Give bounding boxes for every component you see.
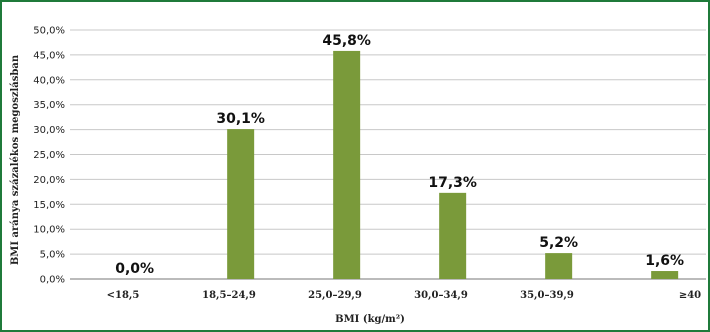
y-tick-label: 25,0%	[33, 150, 65, 161]
y-axis-title: BMI aránya százalékos megoszlásban	[10, 54, 21, 265]
data-label: 0,0%	[115, 261, 154, 277]
y-tick-label: 5,0%	[40, 250, 65, 261]
x-axis-ticks: <18,5 18,5–24,9 25,0–29,9 30,0–34,9 35,0–39,…	[107, 290, 702, 301]
x-tick-label: 25,0–29,9	[308, 290, 362, 301]
gridlines	[70, 29, 706, 280]
data-label: 45,8%	[322, 33, 371, 49]
y-axis-ticks: 0,0% 5,0% 10,0% 15,0% 20,0% 25,0% 30,0% 35,0% 40…	[33, 26, 65, 286]
bar	[227, 129, 255, 279]
data-label: 30,1%	[216, 111, 265, 127]
y-tick-label: 0,0%	[40, 275, 65, 286]
x-tick-label: 35,0–39,9	[520, 290, 574, 301]
data-label: 5,2%	[539, 235, 578, 251]
x-tick-label: ≥40	[679, 290, 701, 301]
bars	[227, 50, 679, 279]
x-tick-label: 30,0–34,9	[414, 290, 468, 301]
y-tick-label: 30,0%	[33, 125, 65, 136]
y-tick-label: 45,0%	[33, 50, 65, 61]
y-tick-label: 40,0%	[33, 75, 65, 86]
x-axis-title: BMI (kg/m²)	[335, 314, 405, 325]
x-tick-label: <18,5	[107, 290, 140, 301]
bar	[439, 192, 467, 279]
y-tick-label: 35,0%	[33, 100, 65, 111]
y-tick-label: 15,0%	[33, 200, 65, 211]
bar	[545, 253, 573, 279]
x-tick-label: 18,5–24,9	[202, 290, 256, 301]
y-tick-label: 50,0%	[33, 26, 65, 37]
bar	[651, 271, 679, 279]
y-tick-label: 10,0%	[33, 225, 65, 236]
data-labels: 0,0% 30,1% 45,8% 17,3% 5,2% 1,6%	[115, 33, 684, 277]
data-label: 17,3%	[428, 175, 477, 191]
y-tick-label: 20,0%	[33, 175, 65, 186]
data-label: 1,6%	[645, 253, 684, 269]
bar	[333, 50, 361, 279]
